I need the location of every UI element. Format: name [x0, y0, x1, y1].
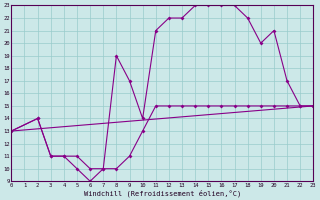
X-axis label: Windchill (Refroidissement éolien,°C): Windchill (Refroidissement éolien,°C): [84, 189, 241, 197]
